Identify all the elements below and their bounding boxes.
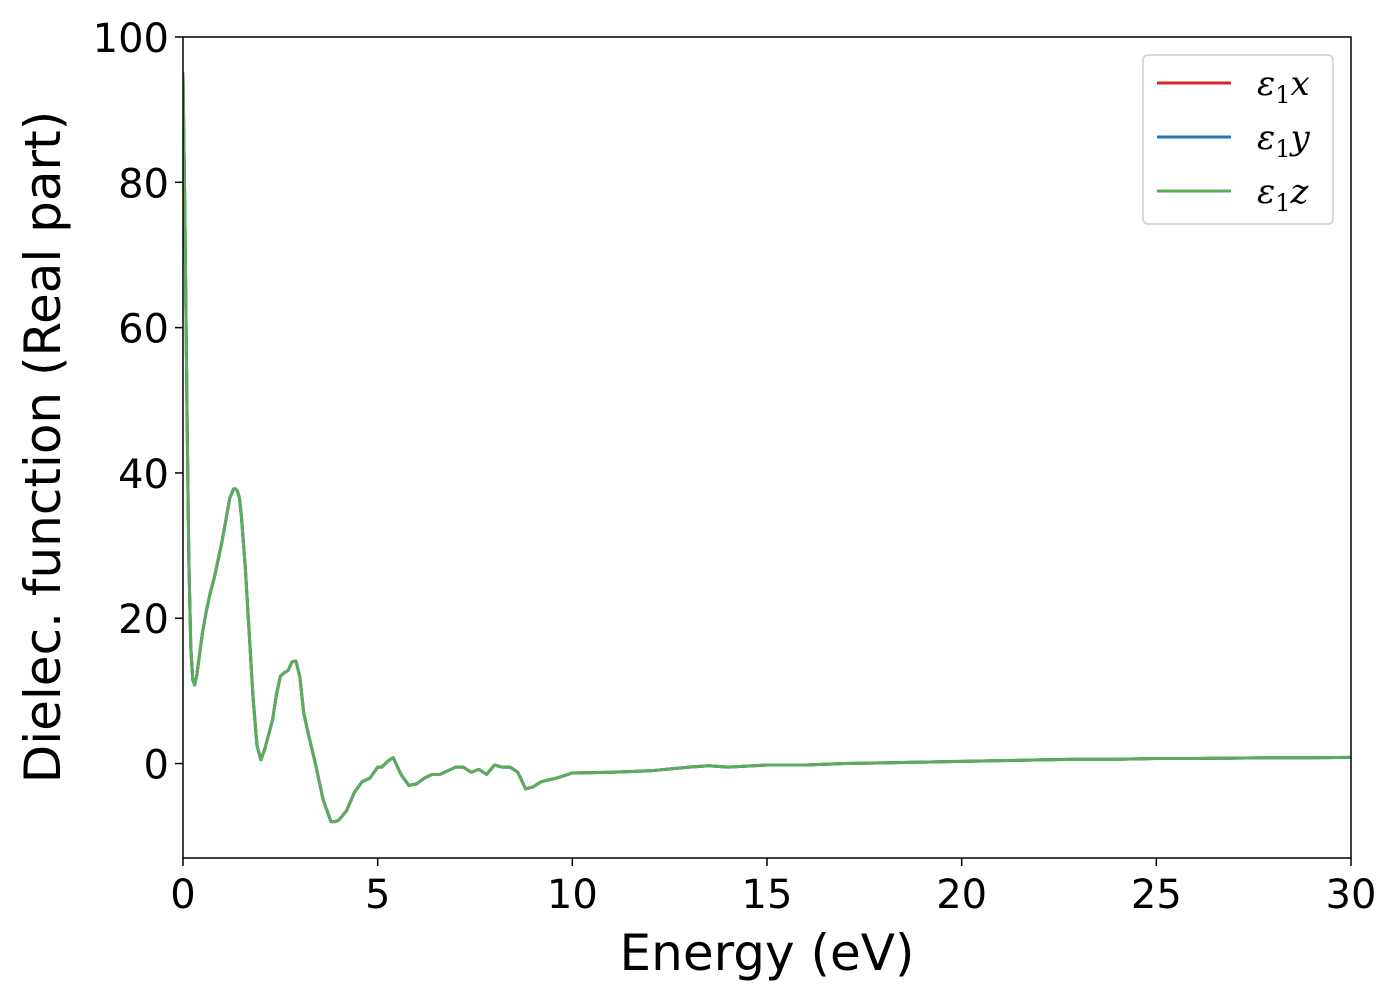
y-tick-label: 100: [93, 16, 169, 62]
x-tick-label: 15: [742, 872, 793, 918]
legend-variable: x: [1291, 64, 1310, 104]
x-tick-label: 30: [1326, 872, 1377, 918]
legend-label-x: ε1x: [1257, 64, 1310, 109]
plot-area: [183, 71, 1351, 824]
x-tick-label: 25: [1131, 872, 1182, 918]
x-tick-label: 5: [365, 872, 390, 918]
legend-symbol: ε: [1257, 64, 1275, 104]
legend-subscript: 1: [1275, 81, 1290, 109]
series-layer: [183, 71, 1351, 824]
x-tick-label: 20: [936, 872, 987, 918]
legend-symbol: ε: [1257, 118, 1275, 158]
legend-symbol: ε: [1257, 172, 1275, 212]
x-tick-label: 10: [547, 872, 598, 918]
x-axis: 0 5 10 15 20 25 30: [170, 858, 1376, 918]
legend-label-z: ε1z: [1257, 172, 1310, 217]
y-axis-title: Dielec. function (Real part): [14, 111, 72, 783]
y-tick-label: 0: [144, 743, 169, 789]
legend-label-y: ε1y: [1257, 118, 1311, 163]
legend-variable: y: [1289, 118, 1311, 158]
y-axis: 0 20 40 60 80 100: [93, 16, 183, 789]
x-tick-label: 0: [170, 872, 195, 918]
y-tick-label: 60: [118, 307, 169, 353]
y-tick-label: 20: [118, 597, 169, 643]
legend-variable: z: [1290, 172, 1310, 212]
y-tick-label: 40: [118, 452, 169, 498]
legend-subscript: 1: [1275, 189, 1290, 217]
x-axis-title: Energy (eV): [620, 924, 915, 982]
series-line-z: [183, 71, 1351, 824]
legend-subscript: 1: [1275, 135, 1290, 163]
y-tick-label: 80: [118, 161, 169, 207]
legend-box: [1142, 54, 1334, 225]
